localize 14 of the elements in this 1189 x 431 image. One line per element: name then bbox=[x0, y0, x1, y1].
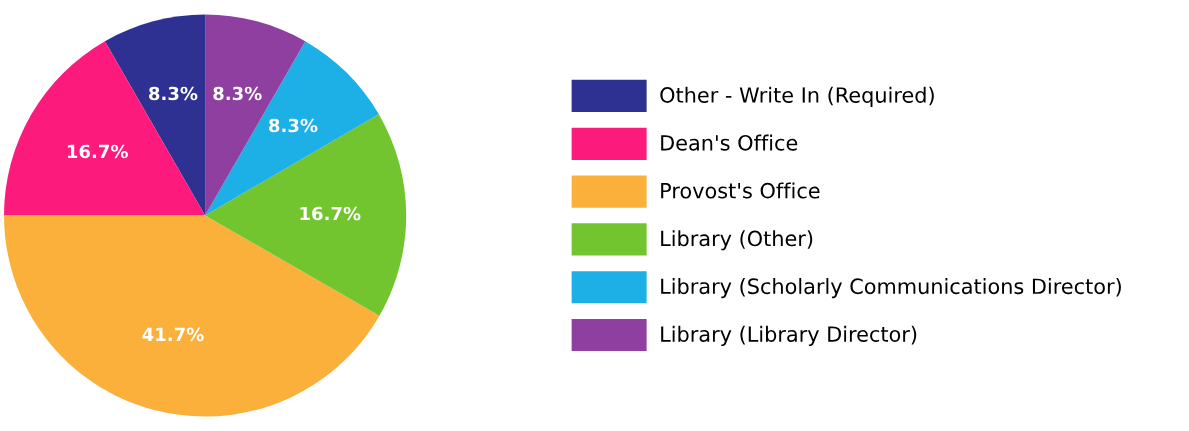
data-label: 8.3% bbox=[213, 86, 262, 101]
legend-label: Other - Write In (Required) bbox=[660, 86, 934, 107]
legend-label: Dean's Office bbox=[661, 134, 798, 151]
data-label: 8.3% bbox=[149, 86, 198, 101]
legend-label: Library (Library Director) bbox=[661, 325, 917, 346]
data-label: 16.7% bbox=[67, 144, 128, 159]
legend-label: Provost's Office bbox=[661, 182, 820, 199]
data-label: 16.7% bbox=[300, 206, 361, 221]
data-label: 8.3% bbox=[269, 118, 318, 133]
data-label: 41.7% bbox=[142, 327, 204, 342]
legend-label: Library (Other) bbox=[661, 230, 813, 251]
legend-label: Library (Scholarly Communications Director) bbox=[661, 278, 1121, 299]
pie-slice bbox=[4, 41, 206, 216]
pie-slice bbox=[205, 114, 407, 316]
